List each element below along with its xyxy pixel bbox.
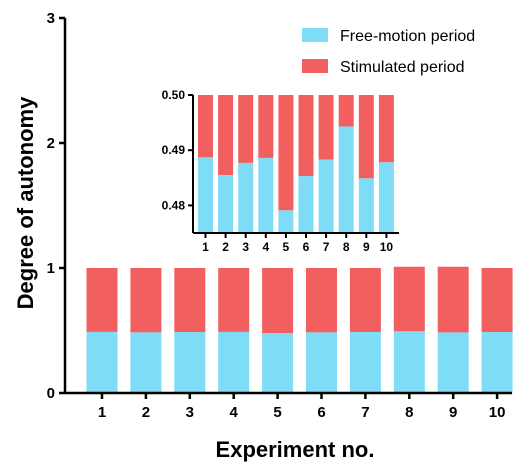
inset-chart: 1 2 3 4 5 6 7 8 9 10 0.48 0.49 0.50	[162, 88, 399, 254]
bar-free-motion-8	[393, 331, 425, 393]
y-tick-label-0: 0	[47, 385, 55, 402]
inset-y-tick-label-0.48: 0.48	[162, 198, 186, 212]
main-bars	[86, 266, 513, 393]
bar-stimulated-4	[218, 268, 250, 332]
inset-x-tick-label-4: 4	[262, 240, 269, 254]
inset-bar-stimulated-5	[278, 95, 294, 211]
inset-x-tick-labels: 1 2 3 4 5 6 7 8 9 10	[202, 240, 393, 254]
x-tick-label-6: 6	[317, 404, 325, 421]
x-tick-label-1: 1	[98, 404, 106, 421]
inset-bar-stimulated-3	[238, 95, 254, 163]
inset-x-tick-label-2: 2	[222, 240, 229, 254]
x-tick-label-4: 4	[230, 404, 239, 421]
legend-label-stimulated: Stimulated period	[340, 59, 465, 76]
main-axes	[59, 16, 512, 399]
x-tick-label-9: 9	[449, 404, 457, 421]
inset-bar-free-motion-3	[238, 162, 254, 233]
inset-bar-free-motion-7	[318, 159, 334, 233]
bar-free-motion-4	[218, 331, 250, 393]
bar-stimulated-1	[86, 268, 118, 332]
x-axis-title: Experiment no.	[216, 437, 375, 462]
bar-stimulated-8	[393, 266, 425, 332]
legend-swatch-free-motion	[302, 28, 328, 42]
inset-y-tick-label-0.50: 0.50	[162, 88, 186, 102]
inset-x-tick-label-1: 1	[202, 240, 209, 254]
inset-bar-stimulated-6	[298, 95, 314, 177]
x-tick-label-3: 3	[186, 404, 194, 421]
y-axis-title: Degree of autonomy	[13, 96, 38, 309]
inset-bar-free-motion-10	[378, 162, 394, 233]
bar-stimulated-2	[130, 268, 162, 333]
inset-x-tick-label-7: 7	[323, 240, 330, 254]
y-tick-labels: 0 1 2 3	[47, 10, 55, 402]
bar-stimulated-9	[437, 266, 469, 333]
bar-stimulated-3	[174, 268, 206, 333]
bar-free-motion-3	[174, 332, 206, 393]
bar-free-motion-6	[306, 332, 337, 393]
inset-bars	[198, 95, 394, 233]
bar-stimulated-10	[481, 268, 513, 333]
inset-bar-stimulated-2	[218, 95, 234, 176]
inset-x-tick-label-5: 5	[283, 240, 290, 254]
legend-label-free-motion: Free-motion period	[340, 28, 475, 45]
bar-free-motion-9	[437, 332, 469, 393]
bar-free-motion-5	[262, 333, 294, 393]
inset-y-tick-label-0.49: 0.49	[162, 143, 186, 157]
inset-y-tick-labels: 0.48 0.49 0.50	[162, 88, 186, 212]
x-tick-label-8: 8	[405, 404, 413, 421]
inset-x-tick-label-6: 6	[303, 240, 310, 254]
inset-bar-stimulated-10	[378, 95, 394, 163]
inset-x-tick-label-9: 9	[363, 240, 370, 254]
bar-free-motion-1	[86, 331, 118, 393]
bar-stimulated-5	[262, 268, 294, 334]
inset-bar-stimulated-7	[318, 95, 334, 160]
x-tick-labels: 1 2 3 4 5 6 7 8 9 10	[98, 404, 506, 421]
inset-x-tick-label-8: 8	[343, 240, 350, 254]
y-tick-label-1: 1	[47, 260, 55, 277]
inset-bar-stimulated-4	[258, 95, 274, 158]
inset-x-tick-label-10: 10	[380, 240, 394, 254]
inset-bar-free-motion-2	[218, 175, 234, 233]
legend-swatch-stimulated	[302, 59, 328, 73]
inset-bar-stimulated-1	[198, 95, 213, 158]
x-tick-label-10: 10	[489, 404, 506, 421]
inset-bar-free-motion-9	[358, 178, 374, 233]
bar-free-motion-7	[349, 331, 381, 393]
x-tick-label-7: 7	[361, 404, 369, 421]
inset-axes	[188, 94, 399, 238]
legend: Free-motion period Stimulated period	[302, 28, 475, 76]
bar-stimulated-6	[306, 268, 337, 333]
inset-x-tick-label-3: 3	[242, 240, 249, 254]
x-tick-label-5: 5	[273, 404, 281, 421]
inset-bar-stimulated-8	[338, 95, 354, 127]
inset-bar-free-motion-4	[258, 157, 274, 233]
inset-bar-stimulated-9	[358, 95, 374, 179]
bar-free-motion-2	[130, 332, 162, 393]
inset-bar-free-motion-1	[198, 157, 213, 233]
inset-bar-free-motion-8	[338, 126, 354, 233]
inset-bar-free-motion-5	[278, 210, 294, 233]
bar-free-motion-10	[481, 332, 513, 393]
x-tick-label-2: 2	[142, 404, 150, 421]
inset-bar-free-motion-6	[298, 176, 314, 233]
y-tick-label-3: 3	[47, 10, 55, 27]
y-tick-label-2: 2	[47, 135, 55, 152]
bar-stimulated-7	[349, 268, 381, 332]
